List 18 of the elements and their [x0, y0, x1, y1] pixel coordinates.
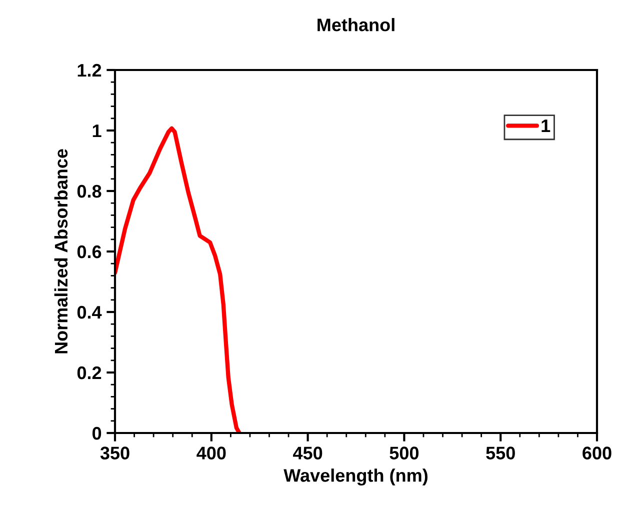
y-tick-label: 0.6: [77, 245, 102, 258]
y-tick-label: 0: [92, 426, 102, 440]
x-tick-label: 400: [196, 446, 226, 460]
x-axis-title: Wavelength (nm): [284, 468, 428, 486]
chart-title: Methanol: [318, 18, 394, 32]
x-tick-label: 500: [390, 446, 419, 460]
y-tick-label: 1.2: [78, 64, 102, 77]
y-tick-label: 1: [92, 124, 102, 138]
x-tick-label: 450: [293, 446, 322, 460]
legend-label: 1: [542, 120, 550, 132]
y-tick-label: 0.2: [77, 366, 102, 380]
y-tick-label: 0.4: [77, 306, 102, 319]
x-tick-label: 600: [582, 446, 612, 460]
line-series: [115, 126, 242, 433]
x-tick-label: 550: [486, 446, 515, 460]
y-axis-title: Normalized Absorbance: [54, 149, 68, 354]
x-tick-label: 350: [100, 446, 130, 460]
y-tick-label: 0.8: [77, 184, 102, 198]
